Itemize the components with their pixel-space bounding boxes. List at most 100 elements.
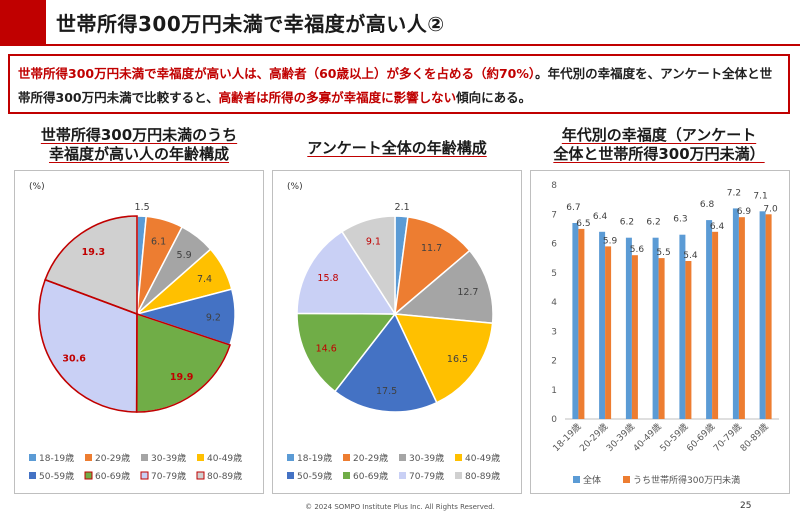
chart3-legend-label-1: うち世帯所得300万円未満 xyxy=(633,474,740,486)
chart3-label-low-income-60-69歳: 6.4 xyxy=(710,222,725,232)
chart2-legend-swatch-70-79歳 xyxy=(399,472,406,479)
chart1-legend-swatch-18-19歳 xyxy=(29,454,36,461)
chart2-legend-label-80-89歳: 80-89歳 xyxy=(465,470,500,482)
chart2-label-70-79歳: 15.8 xyxy=(317,273,338,284)
chart3-ytick-3: 3 xyxy=(551,327,557,337)
chart3-svg: 0 1 2 3 4 5 6 7 8 6.7 6.5 18-19歳 6.4 5.9 20-29歳 6.2 5.6 3… xyxy=(550,181,779,486)
chart3-bar-all-80-89歳 xyxy=(759,211,766,419)
chart3-bar-all-50-59歳 xyxy=(679,234,686,419)
chart3-xtick-50-59歳: 50-59歳 xyxy=(657,421,690,454)
summary-text-2: 。年代別の幸福度を、アンケート全体と世帯所得300万円未満で比較すると、 xyxy=(18,66,773,105)
chart3-bar-low-income-60-69歳 xyxy=(712,231,719,419)
chart3-bar-low-income-40-49歳 xyxy=(658,258,665,419)
chart3-ytick-4: 4 xyxy=(551,298,557,308)
chart3-bar-all-70-79歳 xyxy=(732,208,739,419)
chart2-legend-label-70-79歳: 70-79歳 xyxy=(409,470,444,482)
chart3-label-low-income-40-49歳: 5.5 xyxy=(656,248,670,258)
chart2-legend-label-30-39歳: 30-39歳 xyxy=(409,452,444,464)
chart3-bar-low-income-20-29歳 xyxy=(605,246,612,419)
chart2-legend-swatch-50-59歳 xyxy=(287,472,294,479)
chart2-legend-label-50-59歳: 50-59歳 xyxy=(297,470,332,482)
chart3-heading: 年代別の幸福度（アンケート 全体と世帯所得300万円未満） xyxy=(528,126,790,164)
chart1-legend-label-20-29歳: 20-29歳 xyxy=(95,452,130,464)
chart3-bar-low-income-70-79歳 xyxy=(738,217,745,419)
chart2-slice-20-29歳 xyxy=(394,216,471,316)
chart3-label-all-30-39歳: 6.2 xyxy=(620,218,634,228)
chart3-bar-all-18-19歳 xyxy=(572,223,579,419)
chart3-label-all-60-69歳: 6.8 xyxy=(700,200,715,210)
chart2-label-20-29歳: 11.7 xyxy=(421,243,442,254)
chart1-label-60-69歳: 19.9 xyxy=(170,372,193,383)
chart3-label-all-50-59歳: 6.3 xyxy=(673,215,687,225)
chart1-legend-label-50-59歳: 50-59歳 xyxy=(39,470,74,482)
copyright-footer: © 2024 SOMPO Institute Plus Inc. All Rig… xyxy=(305,503,495,511)
chart2-legend-swatch-30-39歳 xyxy=(399,454,406,461)
chart3-bar-all-40-49歳 xyxy=(652,237,659,419)
chart3-label-all-18-19歳: 6.7 xyxy=(566,203,580,213)
chart3-ytick-1: 1 xyxy=(551,386,557,396)
chart3-legend-swatch-0 xyxy=(573,476,580,483)
chart1-legend-label-30-39歳: 30-39歳 xyxy=(151,452,186,464)
title-accent-block xyxy=(0,0,46,46)
chart3-label-low-income-30-39歳: 5.6 xyxy=(630,245,645,255)
chart2-slice-30-39歳 xyxy=(393,249,494,325)
chart3-legend-label-0: 全体 xyxy=(583,474,601,486)
chart2-legend-swatch-60-69歳 xyxy=(343,472,350,479)
chart2-unit-label: (%) xyxy=(287,182,303,192)
chart3-heading-line2: 全体と世帯所得300万円未満） xyxy=(553,145,765,163)
chart2-label-80-89歳: 9.1 xyxy=(366,237,381,248)
chart1-label-20-29歳: 6.1 xyxy=(151,237,166,248)
chart2-legend-label-20-29歳: 20-29歳 xyxy=(353,452,388,464)
chart1-panel: (%) 1.5 6.1 5.9 7.4 9.2 19.9 30.6 19.3 18-19歳 20-2… xyxy=(14,170,264,494)
chart2-panel: (%) 2.1 11.7 12.7 16.5 17.5 14.6 15.8 9.1 18-19歳 2… xyxy=(272,170,522,494)
chart1-unit-label: (%) xyxy=(29,182,45,192)
chart3-bar-all-60-69歳 xyxy=(706,220,713,419)
chart2-heading: アンケート全体の年齢構成 xyxy=(307,139,487,157)
chart2-label-40-49歳: 16.5 xyxy=(447,354,468,365)
chart2-slice-70-79歳 xyxy=(296,230,397,315)
chart1-highlight-outline-0 xyxy=(135,312,231,413)
chart2-slice-80-89歳 xyxy=(340,215,396,317)
chart3-xtick-18-19歳: 18-19歳 xyxy=(550,421,583,454)
slide-title: 世帯所得300万円未満で幸福度が高い人② xyxy=(56,12,445,36)
chart3-ytick-2: 2 xyxy=(551,357,557,367)
summary-text-1: 世帯所得300万円未満で幸福度が高い人は、高齢者（60歳以上）が多くを占める（約… xyxy=(18,66,536,81)
chart3-bar-low-income-80-89歳 xyxy=(765,214,772,420)
chart1-legend-swatch-70-79歳 xyxy=(140,471,149,480)
chart1-legend-label-60-69歳: 60-69歳 xyxy=(95,470,130,482)
chart3-xtick-30-39歳: 30-39歳 xyxy=(604,421,637,454)
chart3-xtick-60-69歳: 60-69歳 xyxy=(684,421,717,454)
chart3-xtick-40-49歳: 40-49歳 xyxy=(630,421,663,454)
chart3-label-low-income-18-19歳: 6.5 xyxy=(576,219,590,229)
summary-text-4: 傾向にある。 xyxy=(456,90,532,105)
chart2-legend-swatch-18-19歳 xyxy=(287,454,294,461)
chart3-heading-line1: 年代別の幸福度（アンケート xyxy=(561,126,757,144)
chart1-legend-label-70-79歳: 70-79歳 xyxy=(151,470,186,482)
chart3-label-all-80-89歳: 7.1 xyxy=(753,191,767,201)
chart3-bar-low-income-30-39歳 xyxy=(631,255,638,419)
title-underline xyxy=(0,44,800,46)
chart2-legend-swatch-80-89歳 xyxy=(455,472,462,479)
summary-text-3: 高齢者は所得の多寡が幸福度に影響しない xyxy=(218,90,457,105)
chart1-label-18-19歳: 1.5 xyxy=(135,202,150,213)
chart1-legend-swatch-30-39歳 xyxy=(141,454,148,461)
chart1-legend-label-18-19歳: 18-19歳 xyxy=(39,452,74,464)
chart2-legend-swatch-40-49歳 xyxy=(455,454,462,461)
page-number: 25 xyxy=(740,501,752,511)
chart1-label-50-59歳: 9.2 xyxy=(206,313,221,324)
chart1-heading-line1: 世帯所得300万円未満のうち xyxy=(40,126,238,144)
chart1-legend-swatch-50-59歳 xyxy=(29,472,36,479)
title-bar: 世帯所得300万円未満で幸福度が高い人② xyxy=(0,0,800,46)
chart3-xtick-20-29歳: 20-29歳 xyxy=(577,421,610,454)
chart3-xtick-80-89歳: 80-89歳 xyxy=(737,421,770,454)
chart1-highlight-outline-1 xyxy=(38,278,138,413)
chart2-svg: (%) 2.1 11.7 12.7 16.5 17.5 14.6 15.8 9.1 18-19歳 2… xyxy=(287,182,500,482)
chart1-svg: (%) 1.5 6.1 5.9 7.4 9.2 19.9 30.6 19.3 18-19歳 20-2… xyxy=(29,182,242,482)
chart2-slice-60-69歳 xyxy=(296,312,397,393)
chart2-legend-label-18-19歳: 18-19歳 xyxy=(297,452,332,464)
chart3-ytick-8: 8 xyxy=(551,181,557,191)
chart1-label-40-49歳: 7.4 xyxy=(197,274,212,285)
chart3-panel: 0 1 2 3 4 5 6 7 8 6.7 6.5 18-19歳 6.4 5.9 20-29歳 6.2 5.6 3… xyxy=(530,170,790,494)
chart3-bar-low-income-18-19歳 xyxy=(578,228,585,419)
chart3-ytick-7: 7 xyxy=(551,210,557,220)
